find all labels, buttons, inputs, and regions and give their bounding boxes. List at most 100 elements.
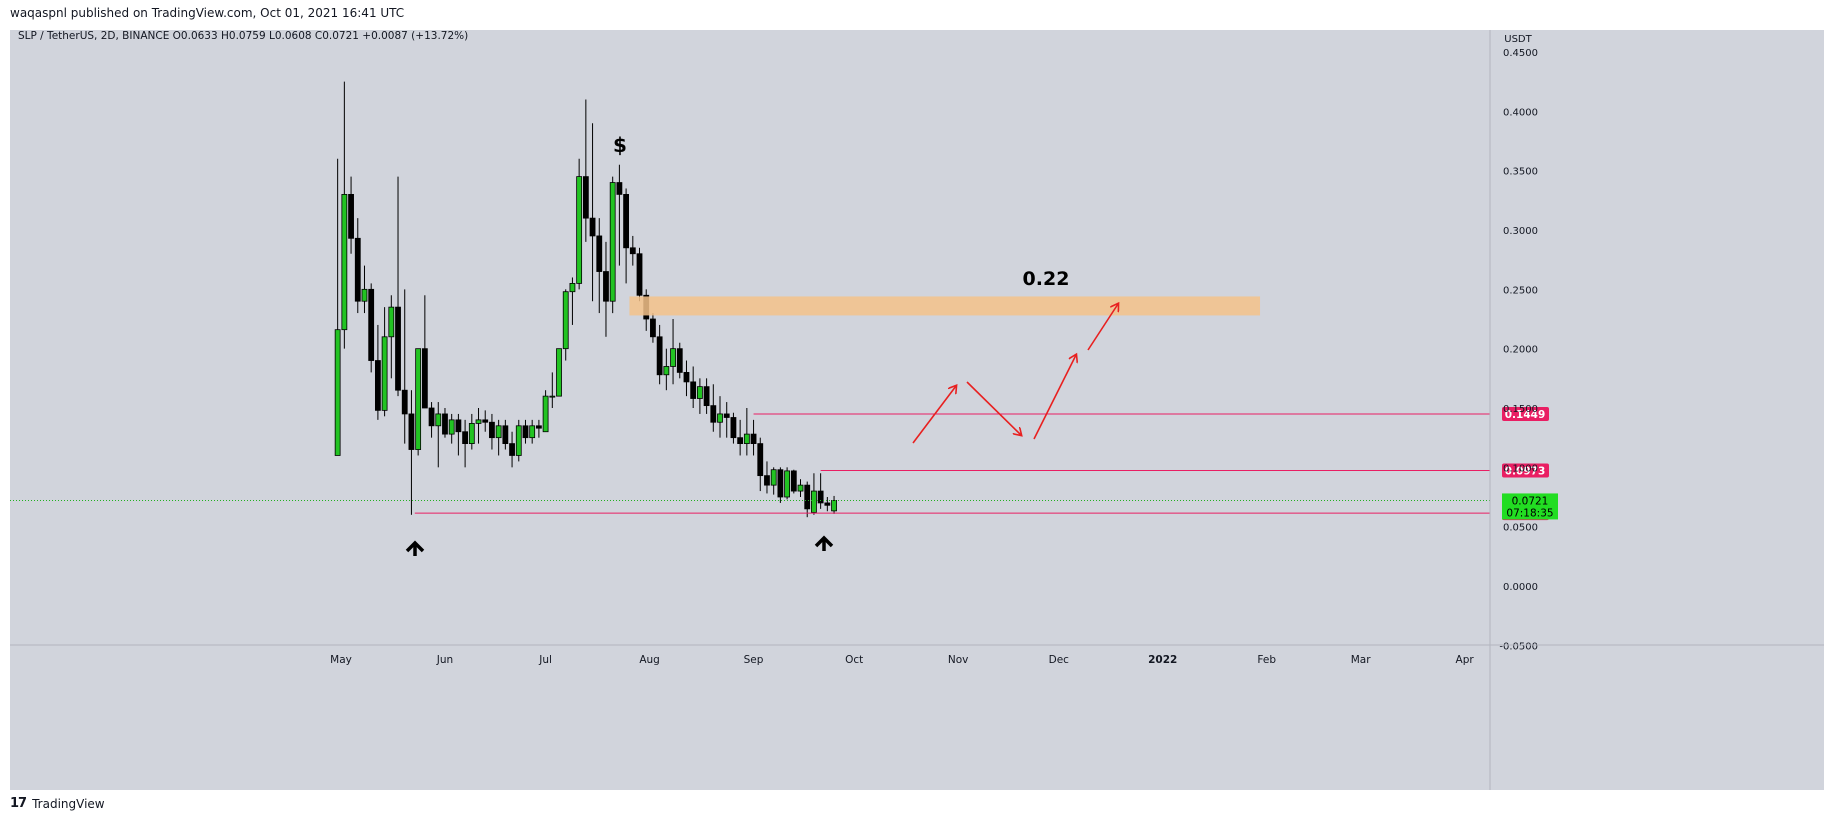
candle-down: [723, 413, 730, 418]
candle: [784, 467, 790, 500]
candle: [475, 408, 482, 444]
chart-bg: [10, 30, 1824, 790]
projection-arrow: [966, 381, 1021, 435]
candle: [354, 218, 361, 314]
candle: [609, 176, 616, 314]
candle-up: [388, 306, 395, 338]
candle-down: [804, 484, 811, 510]
candle-down: [509, 443, 515, 456]
candle-down: [368, 288, 375, 361]
candle-down: [374, 360, 381, 411]
candle-down: [750, 433, 757, 444]
candle-up: [663, 366, 670, 376]
candle-down: [408, 413, 415, 450]
candle-down: [489, 421, 495, 439]
candle: [670, 319, 676, 385]
candle: [535, 419, 542, 438]
price-tick: 0.0000: [1503, 582, 1538, 593]
target-label: 0.22: [1023, 268, 1070, 290]
candle-up: [334, 329, 341, 456]
time-tick: Feb: [1257, 654, 1276, 666]
candle-up: [784, 470, 790, 498]
price-tick: 0.3000: [1503, 226, 1538, 237]
candle-up: [576, 176, 583, 284]
candle: [374, 324, 381, 420]
candle-up: [515, 425, 522, 456]
time-tick: Nov: [948, 654, 969, 666]
level-label: 0.0973: [1505, 466, 1546, 478]
candle-up: [770, 469, 777, 486]
candle: [341, 81, 348, 349]
candle: [696, 378, 703, 414]
logo-text: TradingView: [32, 796, 105, 811]
candle-down: [616, 182, 623, 195]
candle: [549, 372, 556, 408]
candle: [804, 481, 811, 518]
candle-down: [650, 318, 656, 338]
candle-down: [442, 413, 448, 435]
candle-up: [529, 425, 536, 439]
price-tick: -0.0500: [1499, 641, 1538, 652]
candle: [797, 479, 804, 497]
candle: [455, 413, 462, 456]
candle: [448, 413, 455, 444]
candle: [468, 413, 475, 450]
level-label: 0.1449: [1505, 409, 1546, 421]
candle: [495, 419, 502, 456]
annotation-layer: 0.22 $: [405, 133, 1261, 556]
projection-arrow: [1033, 355, 1076, 440]
candle: [428, 402, 435, 438]
candle: [676, 342, 683, 379]
candle: [361, 265, 368, 314]
time-tick: Jun: [436, 654, 453, 666]
candle: [381, 307, 388, 417]
candle-down: [817, 490, 824, 504]
candle-down: [401, 389, 408, 415]
candle-up: [341, 193, 348, 331]
candle-up: [415, 348, 422, 450]
candle-down: [421, 348, 428, 409]
price-tick: 0.4000: [1503, 107, 1538, 118]
resistance-zone: [629, 296, 1261, 316]
candle-up: [549, 395, 556, 398]
candle: [831, 495, 837, 514]
candle: [743, 408, 750, 456]
candle: [368, 283, 375, 373]
candle-up: [542, 395, 549, 433]
candle-up: [670, 348, 676, 367]
tradingview-logo[interactable]: 17 TradingView: [10, 796, 105, 811]
price-tick: 0.1500: [1503, 404, 1538, 415]
candle: [690, 366, 697, 408]
up-arrow-icon: [405, 540, 425, 553]
candle: [764, 461, 770, 494]
price-tick: 0.4500: [1503, 48, 1538, 59]
candle-down: [703, 386, 710, 407]
candle: [623, 188, 629, 284]
candle-down: [790, 470, 797, 492]
candle: [777, 467, 784, 503]
candle: [683, 360, 690, 397]
candle-down: [710, 405, 717, 423]
symbol-info: SLP / TetherUS, 2D, BINANCE O0.0633 H0.0…: [18, 30, 468, 42]
candle-down: [348, 193, 354, 239]
last-price-badge: [1502, 493, 1558, 520]
candle-up: [556, 348, 562, 397]
candle: [750, 419, 757, 456]
candle: [529, 419, 536, 444]
time-tick: Oct: [845, 654, 863, 666]
candle: [717, 396, 723, 438]
candle: [576, 158, 583, 290]
candle: [723, 402, 730, 438]
candle-down: [777, 469, 784, 498]
time-tick: Aug: [639, 654, 660, 666]
candle: [663, 348, 670, 391]
candle: [442, 408, 448, 438]
candle-up: [717, 413, 723, 423]
candle: [616, 164, 623, 266]
candle-down: [462, 431, 469, 445]
level-badge: [1502, 463, 1549, 478]
candle-down: [395, 306, 401, 391]
